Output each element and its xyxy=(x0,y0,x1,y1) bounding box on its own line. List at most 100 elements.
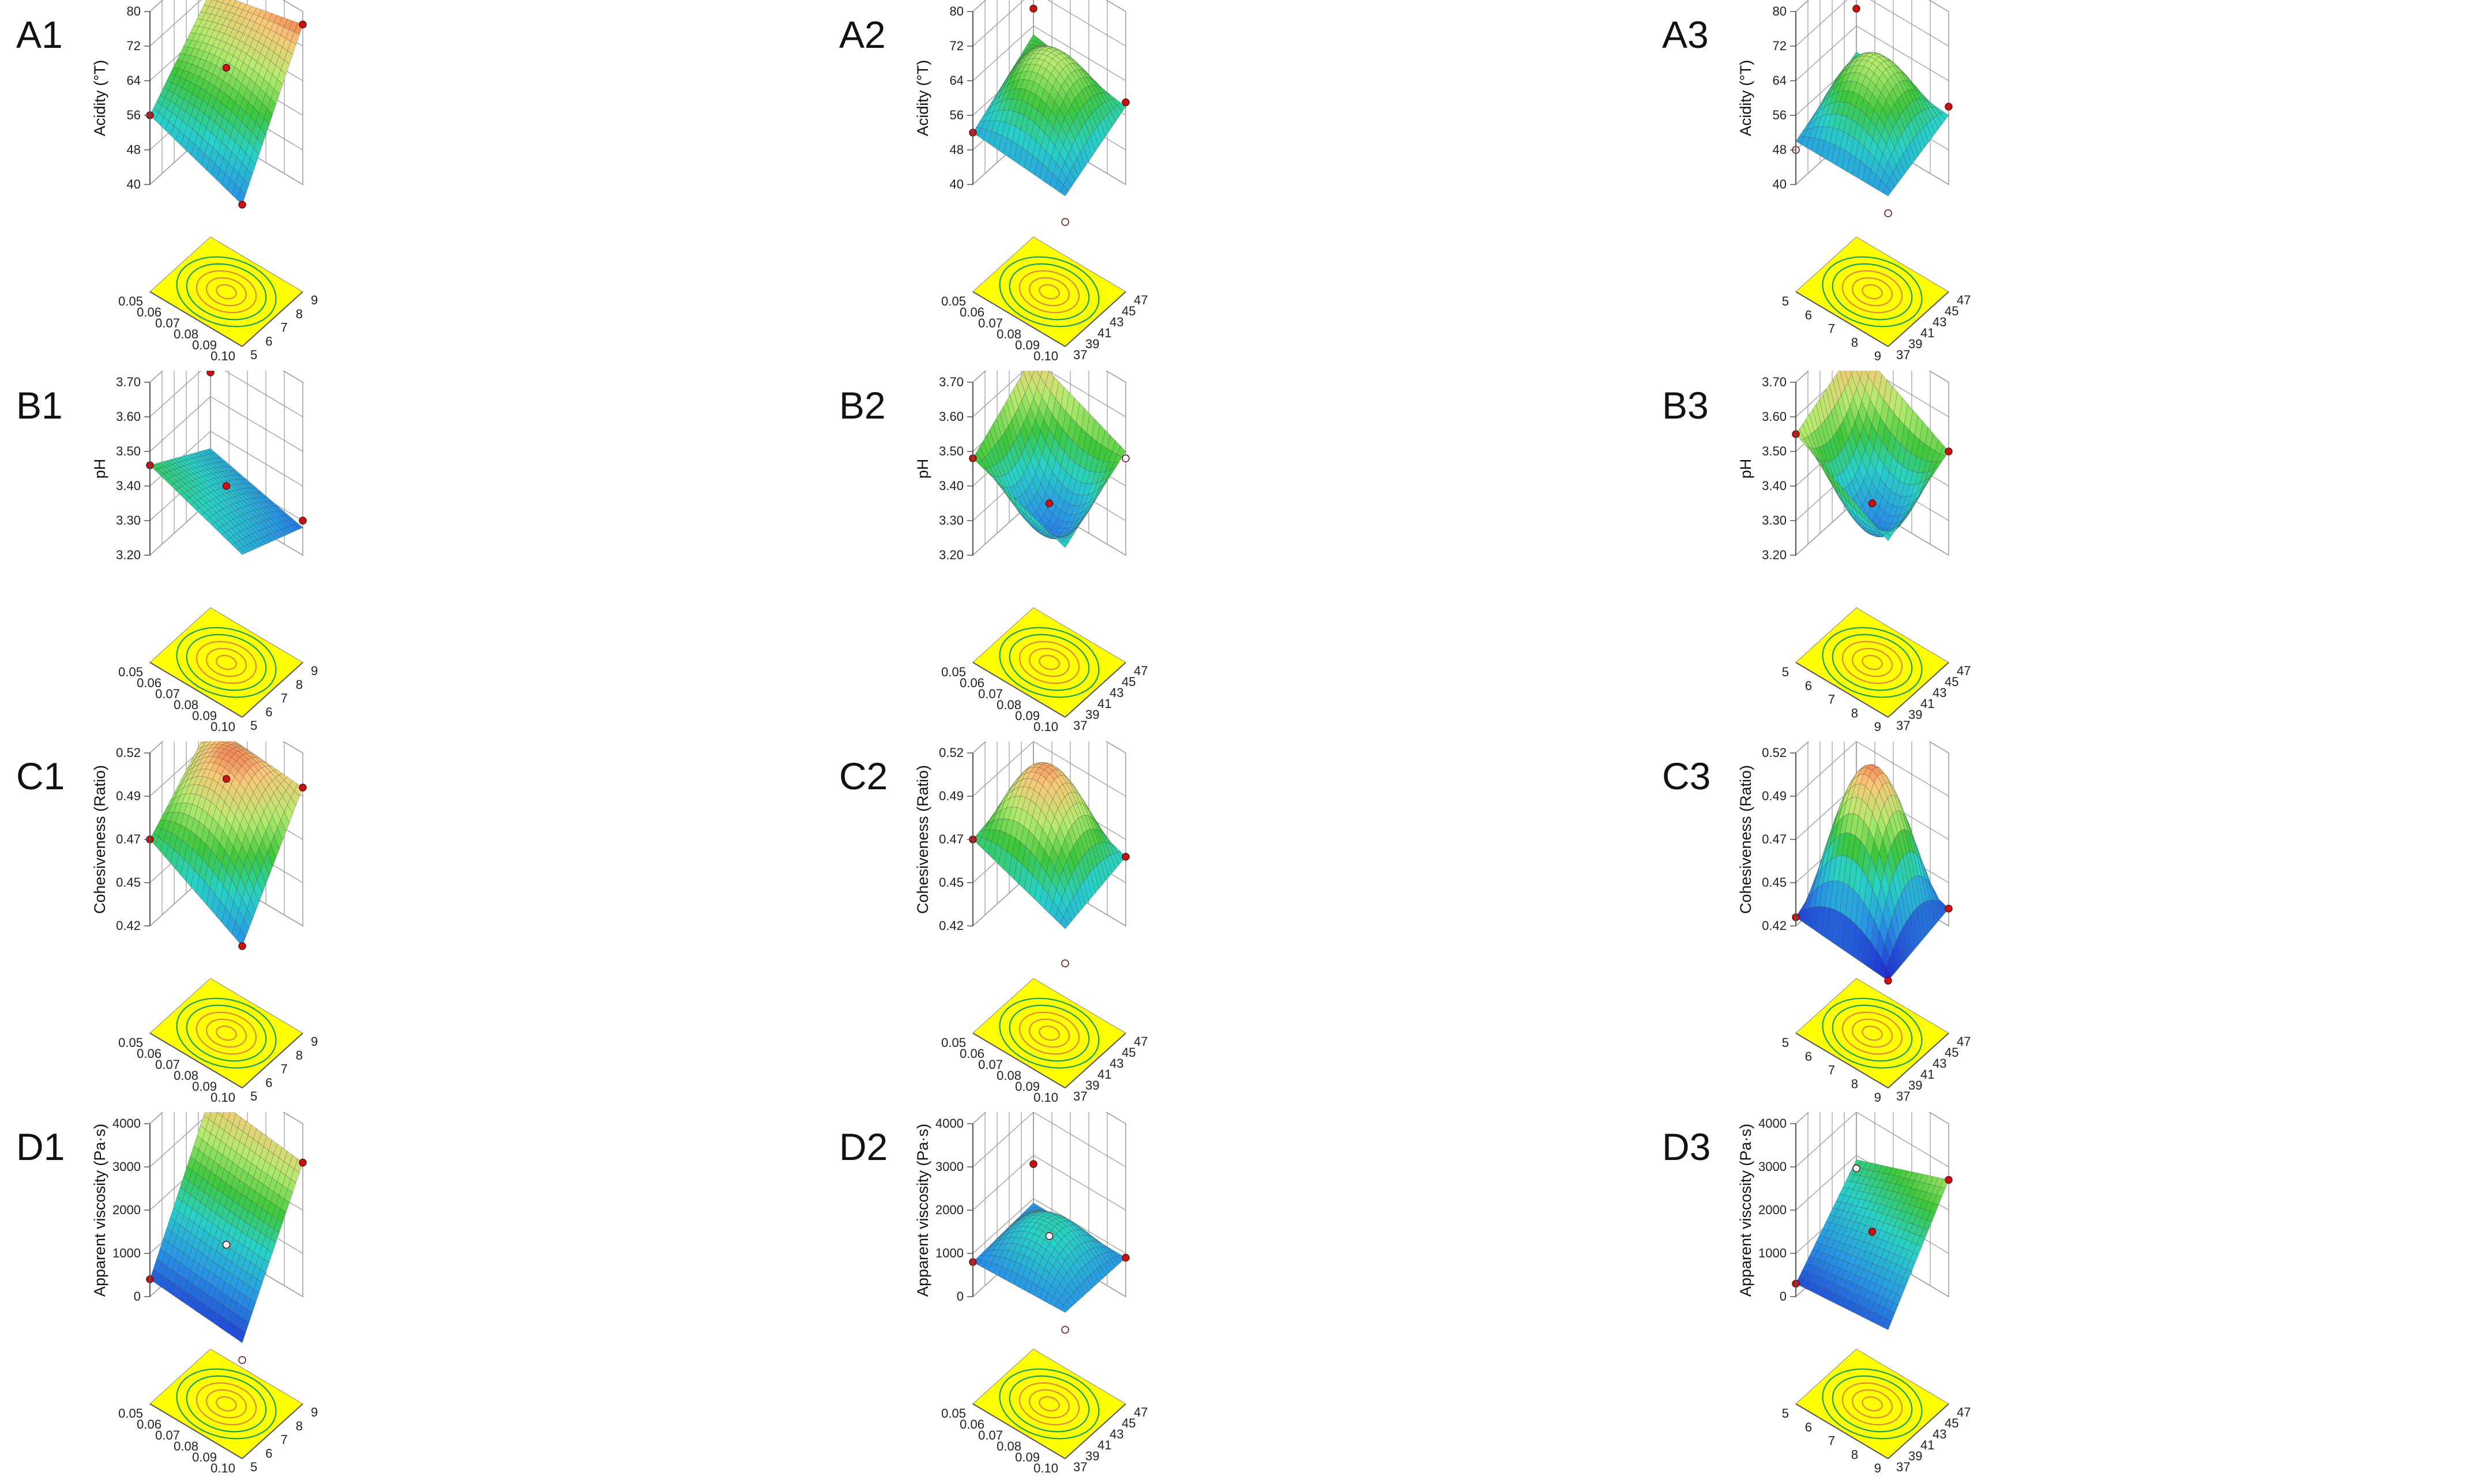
contour-line xyxy=(999,256,1100,327)
contour-line xyxy=(205,277,247,307)
y-tick-label: 37 xyxy=(1073,348,1087,362)
z-gridline xyxy=(1795,25,1949,81)
y-tick-label: 45 xyxy=(1122,304,1136,318)
contour-line xyxy=(176,1368,277,1440)
response-surface xyxy=(1795,371,1949,541)
y-tick-label: 37 xyxy=(1896,1089,1910,1103)
surface-cell xyxy=(1882,533,1892,541)
surface-cell xyxy=(1028,371,1035,378)
y-axis-line xyxy=(1888,1033,1949,1088)
contour-line xyxy=(1028,1018,1070,1048)
contour-line xyxy=(1039,284,1060,300)
panel-label: B1 xyxy=(16,384,63,427)
x-tick-label: 0.06 xyxy=(960,1417,984,1432)
design-point xyxy=(1852,1164,1860,1173)
surface-cell xyxy=(205,741,211,743)
y-axis-line xyxy=(1065,291,1126,347)
contour-lines xyxy=(999,1368,1100,1440)
z-tick-label: 3.30 xyxy=(1762,513,1787,528)
x-tick-label: 0.10 xyxy=(1033,349,1058,363)
x-axis-line xyxy=(972,1403,1066,1459)
z-tick-label: 80 xyxy=(127,4,141,18)
contour-line xyxy=(1862,284,1883,300)
z-tick-label: 72 xyxy=(1773,39,1787,53)
y-axis-line xyxy=(242,1033,303,1088)
z-axis-label: Acidity (°T) xyxy=(914,60,931,136)
y-tick-label: 39 xyxy=(1908,1078,1922,1093)
y-tick-label: 45 xyxy=(1122,1416,1136,1430)
y-axis-line xyxy=(1888,662,1949,718)
surface-cell xyxy=(284,804,293,824)
plot-svg: 3.203.303.403.503.603.70pH0.050.060.070.… xyxy=(91,371,318,734)
contour-line xyxy=(186,263,267,321)
contour-line xyxy=(176,627,277,698)
panel-label: C1 xyxy=(16,755,65,797)
y-tick-label: 8 xyxy=(296,307,303,321)
y-axis-line xyxy=(1065,1403,1126,1459)
design-point xyxy=(222,1241,231,1249)
panel-label: B2 xyxy=(839,384,886,427)
z-tick-label: 0.52 xyxy=(116,745,141,760)
z-tick-label: 64 xyxy=(127,73,141,88)
surface-cell xyxy=(1849,371,1854,376)
x-tick-label: 7 xyxy=(1828,1063,1835,1078)
x-tick-label: 5 xyxy=(1782,665,1789,679)
y-tick-label: 39 xyxy=(1908,707,1922,722)
contour-line xyxy=(1832,634,1913,691)
x-tick-label: 0.08 xyxy=(174,327,198,341)
panel-B1: B1 3.20 3.30 3.40 3.50 3.60 3.70 pH 0.05 0.06 0.07… xyxy=(0,371,823,741)
contour-line xyxy=(1822,1368,1923,1440)
surface-cell xyxy=(1066,1295,1076,1307)
z-axis-label: pH xyxy=(91,459,108,479)
x-tick-label: 0.05 xyxy=(941,1406,966,1421)
plot-svg: 3.203.303.403.503.603.70pH0.050.060.070.… xyxy=(914,371,1148,734)
y-tick-label: 6 xyxy=(265,1075,272,1090)
contour-line xyxy=(1018,270,1080,314)
axes: 0.42 0.45 0.47 0.49 0.52 Cohesiveness (Ratio)… xyxy=(914,745,1148,1105)
surface-cell xyxy=(1909,911,1919,950)
y-tick-label: 9 xyxy=(311,1405,318,1419)
x-tick-label: 7 xyxy=(1828,322,1835,336)
panel-C1: C1 0.42 0.45 0.47 0.49 0.52 Cohesiveness (Rati… xyxy=(0,741,823,1112)
plot-svg: 40 48 56 64 72 80 Acidity (°T) 0.050.060.070.08… xyxy=(914,0,1148,363)
x-tick-label: 0.08 xyxy=(997,1439,1021,1453)
surface-cell xyxy=(253,879,263,903)
surface-cell xyxy=(1059,184,1069,197)
contour-line xyxy=(1841,1011,1903,1055)
z-tick-label: 0.49 xyxy=(939,789,964,803)
z-gridline xyxy=(972,741,1126,797)
surface-cell xyxy=(284,526,294,534)
response-surface xyxy=(1795,51,1949,197)
z-tick-label: 0.42 xyxy=(939,918,964,933)
x-axis-line xyxy=(149,1033,243,1088)
y-tick-label: 5 xyxy=(250,348,257,362)
contour-line xyxy=(1028,277,1070,307)
axes: 0 1000 2000 3000 4000 Apparent viscosity (Pa·… xyxy=(914,1116,1148,1475)
z-gridline xyxy=(149,396,303,452)
x-tick-label: 0.09 xyxy=(1015,338,1040,352)
z-tick-label: 0 xyxy=(1780,1289,1787,1304)
x-tick-label: 0.05 xyxy=(941,1035,966,1050)
contour-line xyxy=(1018,641,1080,684)
z-tick-label: 80 xyxy=(1773,4,1787,18)
axes: 3.203.303.403.503.603.70pH0.050.060.070.… xyxy=(914,375,1148,734)
surface-cell xyxy=(1930,466,1939,477)
z-tick-label: 2000 xyxy=(112,1203,141,1217)
contour-line xyxy=(1018,1011,1080,1055)
contour-line xyxy=(1832,1004,1913,1062)
design-point xyxy=(1945,103,1953,111)
surface-cell xyxy=(260,1259,270,1274)
x-tick-label: 0.09 xyxy=(192,338,217,352)
y-tick-label: 39 xyxy=(1908,1449,1922,1463)
design-point xyxy=(1045,499,1054,507)
x-axis-line xyxy=(149,1403,243,1459)
surface-cell xyxy=(1103,472,1113,485)
z-tick-label: 3.70 xyxy=(1762,375,1787,389)
panel-label: D1 xyxy=(16,1125,65,1168)
response-surface xyxy=(972,1202,1126,1313)
z-axis-label: Cohesiveness (Ratio) xyxy=(914,765,931,914)
x-tick-label: 0.08 xyxy=(997,1068,1021,1083)
plot-svg: 0 1000 2000 3000 4000 Apparent viscosity (Pa·… xyxy=(914,1112,1148,1475)
contour-line xyxy=(205,647,247,677)
